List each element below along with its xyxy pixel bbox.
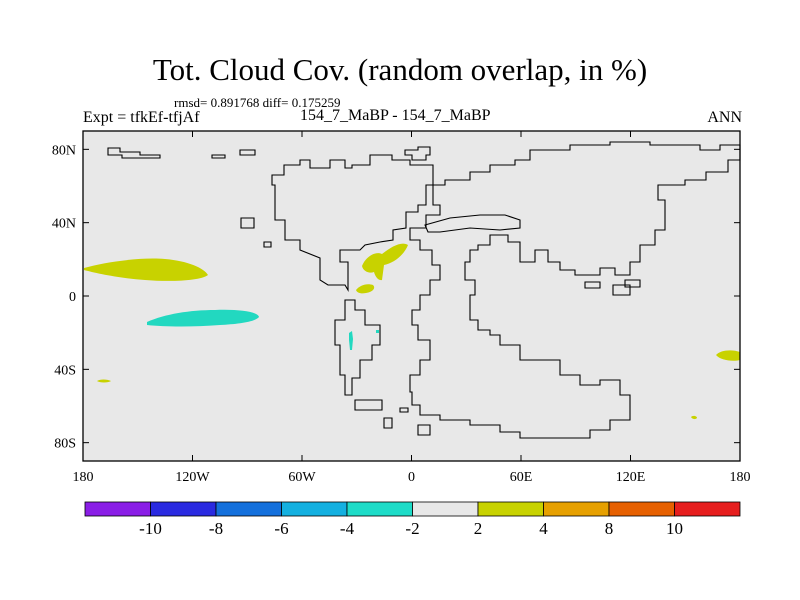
colorbar-label: 4	[539, 519, 548, 538]
colorbar-label: -2	[405, 519, 419, 538]
coastline-east-asia-islands	[584, 279, 641, 296]
map-background	[83, 131, 740, 461]
colorbar-swatch	[215, 501, 282, 517]
lat-tick-label: 80N	[52, 143, 76, 158]
lat-tick-label: 40N	[52, 217, 76, 232]
axis-ticks: 180 120W 60W 0 60E 120E 180 80N 40N 0 40S 80S	[52, 131, 751, 485]
colorbar-label: -8	[209, 519, 223, 538]
coastline-greenland	[404, 146, 431, 161]
colorbar: -10 -8 -6 -4 -2 2 4 8 10	[84, 501, 741, 538]
anomaly-south-atlantic-small	[349, 331, 353, 350]
lon-tick-label: 120W	[175, 470, 210, 485]
stats-line: rmsd= 0.891768 diff= 0.175259	[174, 95, 341, 110]
colorbar-swatch	[608, 501, 675, 517]
coastline-south-america	[334, 299, 381, 396]
colorbar-swatch	[84, 501, 151, 517]
anomaly-central-pacific-south	[147, 309, 259, 327]
colorbar-swatch	[477, 501, 544, 517]
anomaly-central-pacific-north	[84, 258, 208, 281]
plot-title: Tot. Cloud Cov. (random overlap, in %)	[152, 52, 648, 87]
lon-tick-label: 60W	[288, 470, 316, 485]
coastline-inland-seas	[424, 214, 521, 233]
colorbar-swatch	[150, 501, 217, 517]
colorbar-swatch	[346, 501, 413, 517]
lon-tick-label: 60E	[510, 470, 533, 485]
season-label: ANN	[707, 109, 742, 126]
anomaly-patches	[84, 243, 740, 420]
coastline-alaska	[240, 217, 272, 248]
colorbar-label: 2	[474, 519, 483, 538]
anomaly-atlantic-tropical	[362, 243, 408, 281]
colorbar-label: -10	[139, 519, 162, 538]
lon-tick-label: 120E	[616, 470, 646, 485]
anomaly-south-pacific-small	[97, 379, 111, 383]
coastline-north-america	[271, 154, 434, 292]
coastline-antarctica	[354, 399, 431, 436]
colorbar-label: -4	[340, 519, 355, 538]
anomaly-atlantic-equatorial	[356, 284, 375, 294]
lon-tick-label: 0	[408, 470, 415, 485]
colorbar-swatch	[674, 501, 741, 517]
lat-tick-label: 0	[69, 290, 76, 305]
anomaly-south-atlantic-dot	[376, 330, 379, 333]
lat-tick-label: 40S	[54, 363, 76, 378]
lon-tick-label: 180	[730, 470, 751, 485]
experiment-label: Expt = tfkEf-tfjAf	[83, 109, 200, 126]
colorbar-swatch	[412, 501, 479, 517]
anomaly-southern-ocean-dot	[691, 415, 697, 420]
colorbar-label: 8	[605, 519, 614, 538]
colorbar-label: -6	[274, 519, 288, 538]
lat-tick-label: 80S	[54, 437, 76, 452]
colorbar-swatch	[281, 501, 348, 517]
case-label: 154_7_MaBP - 154_7_MaBP	[300, 107, 491, 124]
anomaly-southwest-pacific	[716, 350, 740, 361]
colorbar-label: 10	[666, 519, 683, 538]
coastline-arctic-islands	[107, 147, 256, 159]
lon-tick-label: 180	[73, 470, 94, 485]
colorbar-swatch	[543, 501, 610, 517]
